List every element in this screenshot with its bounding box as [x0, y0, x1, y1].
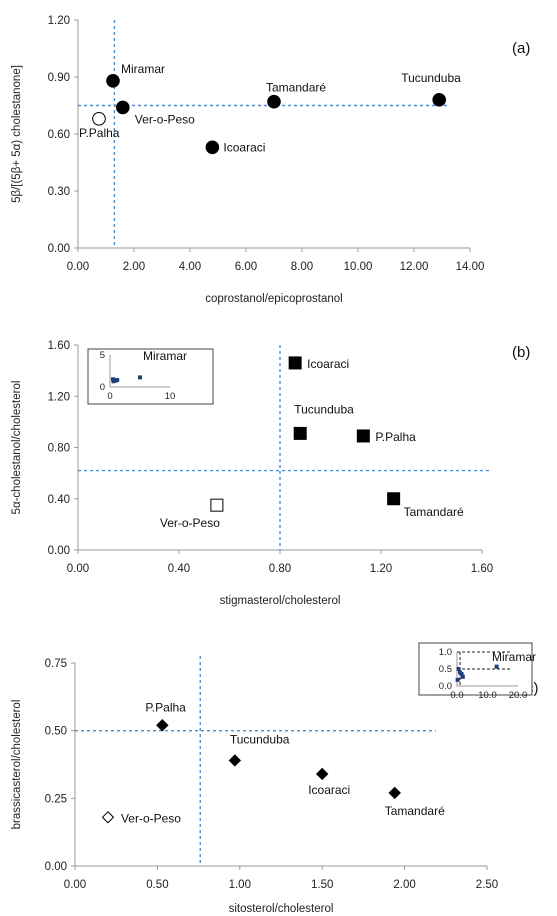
- x-tick-label: 0.50: [146, 879, 168, 891]
- inset-label: Miramar: [143, 349, 187, 363]
- point-label: Tucunduba: [294, 402, 354, 416]
- point-label: Miramar: [121, 62, 165, 76]
- inset-data-point: [456, 667, 461, 671]
- x-tick-label: 12.00: [400, 261, 429, 273]
- data-point-icoaraci: [315, 767, 329, 781]
- inset-y-tick-label: 5: [100, 350, 105, 361]
- point-label: P.Palha: [79, 126, 120, 140]
- x-tick-label: 0.40: [168, 563, 190, 575]
- y-axis-title: brassicasterol/cholesterol: [11, 700, 23, 830]
- x-tick-label: 0.00: [64, 879, 86, 891]
- y-tick-label: 0.40: [48, 494, 70, 506]
- y-axis-title: 5β/[(5β+ 5α) cholestanone]: [11, 65, 23, 203]
- inset-x-tick-label: 0: [107, 391, 112, 402]
- y-tick-label: 1.60: [48, 340, 70, 352]
- inset-x-tick-label: 20.0: [509, 690, 528, 701]
- inset-data-point: [111, 379, 116, 384]
- inset-y-tick-label: 1.0: [439, 647, 452, 658]
- y-tick-label: 0.00: [48, 545, 70, 557]
- x-tick-label: 2.00: [393, 879, 415, 891]
- x-tick-label: 10.00: [344, 261, 373, 273]
- inset-data-point: [494, 664, 499, 669]
- data-point-p-palha: [156, 719, 169, 732]
- point-label: Ver-o-Peso: [135, 112, 195, 126]
- data-point-tamandar-: [387, 492, 401, 506]
- data-point-icoaraci: [205, 140, 220, 155]
- y-tick-label: 0.50: [45, 726, 67, 738]
- point-label: Tucunduba: [230, 732, 290, 746]
- point-label: Tamandaré: [266, 81, 326, 95]
- inset-data-point: [115, 377, 120, 382]
- inset-x-tick-label: 10: [165, 391, 176, 402]
- data-point-ver-o-peso: [116, 100, 130, 115]
- y-tick-label: 0.75: [45, 658, 67, 670]
- x-axis-title: coprostanol/epicoprostanol: [205, 293, 342, 305]
- point-label: Icoaraci: [308, 783, 350, 797]
- y-tick-label: 0.90: [48, 72, 70, 84]
- y-tick-label: 0.00: [48, 243, 70, 255]
- x-tick-label: 0.80: [269, 563, 291, 575]
- x-axis-title: stigmasterol/cholesterol: [220, 595, 341, 607]
- inset-y-tick-label: 0.0: [439, 681, 452, 692]
- panel-tag: (b): [512, 344, 530, 361]
- point-label: Tamandaré: [385, 804, 445, 818]
- x-tick-label: 1.00: [229, 879, 251, 891]
- data-point-ver-o-peso: [101, 811, 115, 824]
- inset-y-tick-label: 0: [100, 382, 105, 393]
- point-label: Icoaraci: [307, 357, 349, 371]
- x-tick-label: 6.00: [235, 261, 257, 273]
- data-point-tucunduba: [432, 93, 447, 107]
- x-tick-label: 1.60: [471, 563, 493, 575]
- x-tick-label: 2.50: [476, 879, 498, 891]
- y-tick-label: 1.20: [48, 15, 70, 27]
- y-tick-label: 0.60: [48, 129, 70, 141]
- y-tick-label: 0.00: [45, 861, 67, 873]
- data-point-ver-o-peso: [210, 498, 224, 512]
- point-label: Icoaraci: [223, 140, 265, 154]
- y-tick-label: 1.20: [48, 391, 70, 403]
- x-tick-label: 0.00: [67, 563, 89, 575]
- y-tick-label: 0.80: [48, 443, 70, 455]
- y-tick-label: 0.25: [45, 793, 67, 805]
- point-label: P.Palha: [375, 430, 416, 444]
- inset-data-point: [460, 674, 465, 679]
- point-label: Tucunduba: [401, 71, 461, 85]
- inset-y-tick-label: 0.5: [439, 664, 452, 675]
- inset-data-point: [455, 677, 460, 682]
- x-tick-label: 8.00: [291, 261, 313, 273]
- x-tick-label: 1.20: [370, 563, 392, 575]
- x-tick-label: 2.00: [123, 261, 145, 273]
- x-tick-label: 1.50: [311, 879, 333, 891]
- panel-tag: (a): [512, 40, 530, 57]
- data-point-icoaraci: [288, 356, 302, 370]
- point-label: Ver-o-Peso: [121, 811, 181, 825]
- x-tick-label: 0.00: [67, 261, 89, 273]
- point-label: Tamandaré: [404, 505, 464, 519]
- y-tick-label: 0.30: [48, 186, 70, 198]
- data-point-tamandar-: [388, 786, 401, 800]
- inset-x-tick-label: 10.0: [478, 690, 497, 701]
- data-point-tamandar-: [267, 94, 281, 109]
- inset-frame: [87, 348, 214, 405]
- data-point-miramar: [106, 74, 120, 88]
- y-axis-title: 5α-cholestanol/cholesterol: [11, 381, 23, 515]
- x-tick-label: 14.00: [456, 261, 485, 273]
- inset-data-point: [138, 375, 142, 380]
- data-point-p-palha: [92, 112, 106, 126]
- data-point-p-palha: [356, 429, 370, 443]
- x-axis-title: sitosterol/cholesterol: [229, 903, 334, 915]
- data-point-tucunduba: [228, 754, 242, 767]
- point-label: P.Palha: [145, 700, 186, 714]
- inset-x-tick-label: 0.0: [450, 690, 463, 701]
- data-point-tucunduba: [293, 426, 307, 440]
- inset-data-point: [459, 672, 464, 677]
- inset-label: Miramar: [492, 650, 536, 664]
- point-label: Ver-o-Peso: [160, 516, 220, 530]
- x-tick-label: 4.00: [179, 261, 201, 273]
